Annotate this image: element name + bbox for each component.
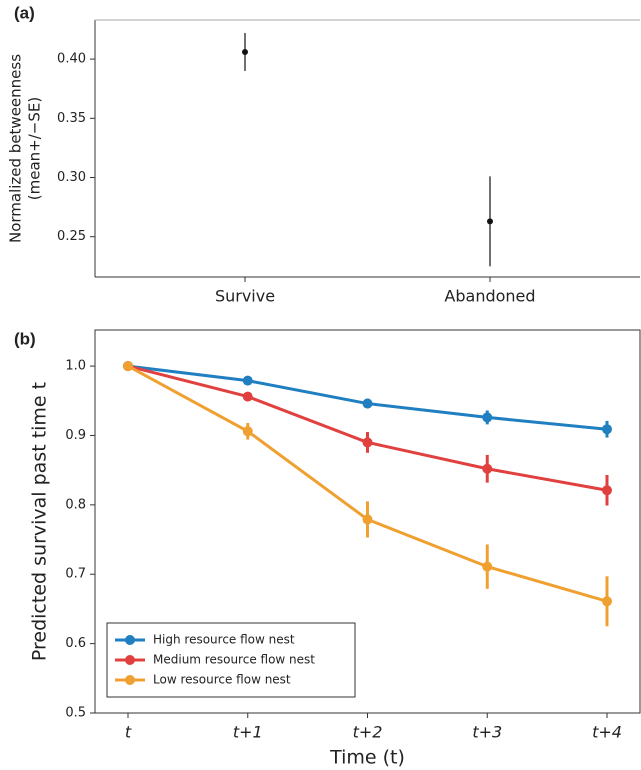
point xyxy=(602,424,612,435)
panel-label: (b) xyxy=(14,329,36,348)
point xyxy=(362,398,373,409)
point xyxy=(482,463,493,474)
series-line xyxy=(127,364,608,431)
legend-swatch xyxy=(125,655,135,665)
legend-label: High resource flow nest xyxy=(153,633,295,647)
y-axis-label: (mean+/−SE) xyxy=(26,97,44,200)
y-tick-label: 1.0 xyxy=(65,359,86,374)
legend-swatch xyxy=(125,635,135,645)
legend-label: Low resource flow nest xyxy=(153,673,291,687)
point xyxy=(242,426,253,437)
y-axis-label: Predicted survival past time t xyxy=(29,382,51,661)
point xyxy=(487,218,493,225)
y-tick-label: 0.8 xyxy=(65,497,86,512)
y-tick-label: 0.25 xyxy=(57,229,86,244)
point xyxy=(242,391,253,402)
point xyxy=(362,437,373,448)
point xyxy=(602,485,612,496)
panel-label: (a) xyxy=(14,3,35,22)
y-tick-label: 0.5 xyxy=(65,706,86,721)
y-tick-label: 0.9 xyxy=(65,428,86,443)
point xyxy=(482,561,493,572)
y-tick-label: 0.40 xyxy=(57,52,86,67)
x-tick-label: Survive xyxy=(215,287,275,306)
x-tick-label: Abandoned xyxy=(444,287,535,306)
x-tick-label: t+1 xyxy=(233,723,263,742)
y-tick-label: 0.7 xyxy=(65,567,86,582)
x-tick-label: t+4 xyxy=(592,723,622,742)
series-line xyxy=(127,364,608,492)
point xyxy=(362,514,373,525)
legend-box xyxy=(106,622,356,698)
x-tick-label: t+3 xyxy=(472,723,502,742)
point xyxy=(242,48,248,55)
legend-label: Medium resource flow nest xyxy=(153,653,315,667)
point xyxy=(242,375,253,386)
x-tick-label: t xyxy=(125,723,132,742)
x-tick-label: t+2 xyxy=(353,723,383,742)
y-tick-label: 0.30 xyxy=(57,170,86,185)
point xyxy=(602,596,612,607)
y-tick-label: 0.6 xyxy=(65,636,86,651)
legend-swatch xyxy=(125,675,135,685)
point xyxy=(123,361,133,372)
y-axis-label: Normalized betweenness xyxy=(7,54,25,243)
y-tick-label: 0.35 xyxy=(57,111,86,126)
x-axis-label: Time (t) xyxy=(329,747,405,769)
point xyxy=(482,412,493,423)
